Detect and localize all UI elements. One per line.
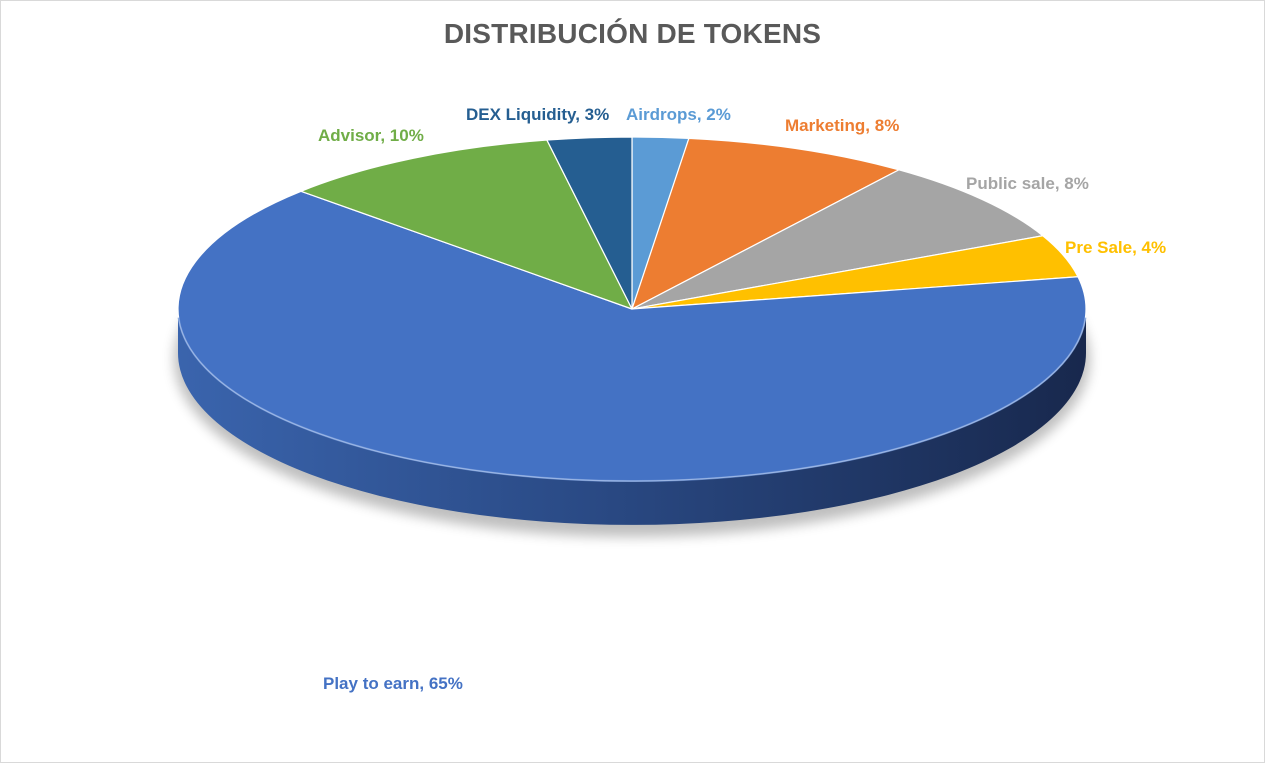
pie-slice-public-sale bbox=[631, 169, 1044, 310]
data-label-pre-sale: Pre Sale, 4% bbox=[1065, 238, 1166, 257]
data-label-marketing: Marketing, 8% bbox=[785, 116, 899, 135]
pie-slice-marketing bbox=[631, 137, 900, 310]
pie-side-play-to-earn bbox=[178, 309, 1086, 525]
chart-title: DISTRIBUCIÓN DE TOKENS bbox=[443, 18, 822, 49]
data-label-advisor: Advisor, 10% bbox=[318, 126, 424, 145]
pie-slice-advisor bbox=[300, 139, 633, 310]
data-label-dex-liquidity: DEX Liquidity, 3% bbox=[466, 105, 609, 124]
data-label-play-to-earn: Play to earn, 65% bbox=[323, 674, 463, 693]
pie-rim-highlight bbox=[177, 317, 1087, 482]
pie-slice-dex-liquidity bbox=[546, 136, 633, 310]
data-label-airdrops: Airdrops, 2% bbox=[626, 105, 731, 124]
data-label-public-sale: Public sale, 8% bbox=[966, 174, 1089, 193]
